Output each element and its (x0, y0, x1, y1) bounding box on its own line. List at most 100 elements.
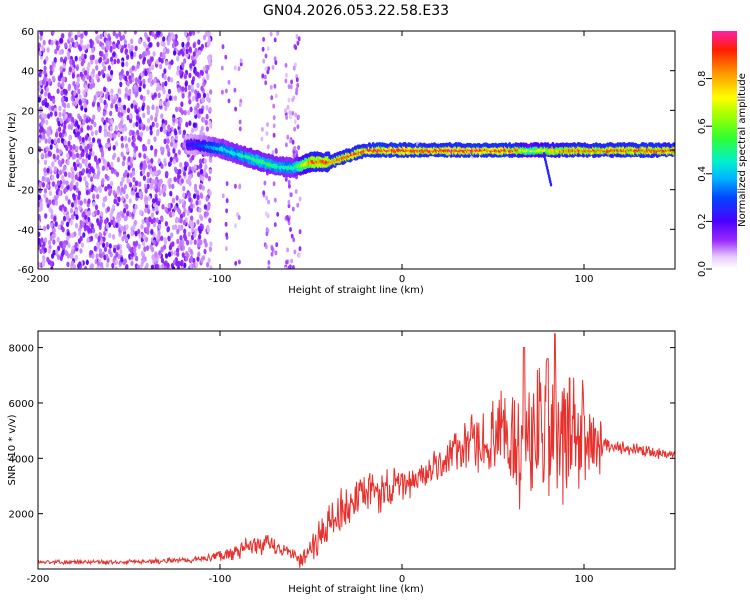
spectrogram-cell (52, 200, 56, 206)
spectrogram-cell (174, 168, 178, 174)
spectrogram-cell (69, 59, 73, 65)
spectrogram-cell (75, 65, 79, 71)
spectrogram-cell (103, 254, 107, 261)
spectrogram-cell (166, 138, 170, 144)
spectrogram-cell (207, 257, 211, 264)
spectrogram-cell (227, 98, 231, 104)
spectrogram-cell (196, 190, 200, 196)
spectrogram-cell (208, 217, 212, 224)
spectrogram-cell (75, 187, 79, 193)
spectrogram-cell (175, 156, 179, 163)
spectrogram-cell (157, 92, 161, 99)
spectrogram-xlabel: Height of straight line (km) (288, 285, 424, 296)
spectrogram-cell (167, 76, 171, 82)
spectrogram-cell (62, 76, 66, 82)
spectrogram-cell (110, 168, 114, 174)
spectrogram-cell (76, 131, 80, 137)
spectrogram-cell (237, 66, 241, 72)
spectrogram-cell (142, 78, 146, 85)
spectrogram-cell (64, 42, 68, 48)
spectrogram-cell (200, 193, 204, 199)
spectrogram-cell (89, 125, 93, 131)
spectrogram-cell (199, 158, 203, 165)
spectrogram-cell (171, 224, 176, 231)
spectrogram-cell (91, 253, 95, 259)
spectrogram-cell (191, 60, 195, 66)
spectrogram-cell (99, 147, 103, 153)
spectrogram-cell (63, 124, 67, 130)
spectrogram-cell (174, 41, 178, 48)
spectrogram-cell (118, 43, 122, 50)
spectrogram-cell (155, 263, 159, 269)
spectrogram-cell (188, 46, 192, 52)
spectrogram-cell (126, 54, 130, 60)
spectrogram-cell (156, 234, 160, 240)
spectrogram-cell (106, 58, 110, 64)
spectrogram-cell (91, 211, 95, 218)
spectrogram-cell (75, 97, 79, 104)
spectrogram-cell (161, 188, 165, 194)
spectrogram-cell (130, 157, 134, 163)
spectrogram-cell (78, 205, 82, 211)
snr-xlabel: Height of straight line (km) (288, 584, 424, 595)
spectrogram-cell (267, 199, 270, 205)
spectrogram-cell (286, 105, 290, 110)
spectrogram-cell (43, 59, 47, 65)
spectrogram-cell (123, 215, 127, 222)
spectrogram-cell (93, 245, 97, 252)
spectrogram-cell (51, 233, 56, 239)
spectrogram-cell (285, 259, 288, 265)
spectrogram-cell (67, 199, 71, 205)
spectrogram-cell (179, 235, 183, 241)
spectrogram-cell (40, 153, 45, 159)
spectrogram-cell (169, 156, 173, 163)
spectrogram-cell (56, 173, 60, 179)
spectrogram-cell (155, 187, 159, 194)
spectrogram-cell (189, 203, 194, 209)
spectrogram-cell (137, 78, 141, 85)
spectrogram-cell (192, 122, 196, 128)
spectrogram-cell (184, 31, 188, 37)
spectrogram-cell (96, 91, 100, 97)
spectrogram-cell (44, 213, 48, 219)
spectrogram-cell (71, 178, 75, 184)
spectrogram-cell (59, 205, 63, 211)
spectrogram-cell (109, 45, 113, 52)
spectrogram-cell (144, 207, 148, 214)
spectrogram-cell (72, 161, 77, 168)
spectrogram-cell (139, 162, 143, 168)
spectrogram-cell (60, 97, 65, 103)
spectrogram-cell (161, 263, 165, 269)
spectrogram-cell (78, 45, 82, 52)
spectrogram-cell (106, 206, 110, 212)
spectrogram-cell (136, 63, 140, 69)
spectrogram-cell (90, 223, 94, 229)
spectrogram-cell (38, 97, 41, 103)
spectrogram-cell (203, 168, 207, 174)
spectrogram-cell (171, 211, 175, 217)
spectrogram-cell (70, 122, 74, 128)
spectrogram-cell (168, 161, 172, 167)
spectrogram-cell (123, 233, 127, 240)
spectrogram-cell (95, 65, 99, 71)
spectrogram-cell (267, 66, 270, 71)
spectrogram-cell (207, 36, 211, 43)
spectrogram-cell (109, 110, 113, 117)
spectrogram-cell (188, 219, 193, 226)
spectrogram-cell (41, 79, 46, 85)
spectrogram-cell (119, 35, 123, 42)
spectrogram-cell (121, 196, 125, 202)
spectrogram-cell (225, 246, 228, 252)
spectrogram-cell (234, 106, 238, 112)
spectrogram-cell (59, 65, 63, 72)
spectrogram-cell (122, 155, 126, 162)
spectrogram-cell (158, 100, 162, 107)
spectrogram-cell (83, 198, 87, 204)
spectrogram-cell (44, 138, 48, 144)
spectrogram-cell (59, 56, 64, 63)
spectrogram-cell (72, 195, 76, 201)
spectrogram-cell (44, 153, 48, 159)
spectrogram-cell (127, 137, 131, 143)
spectrogram-cell (78, 99, 82, 106)
spectrogram-cell (119, 120, 123, 126)
